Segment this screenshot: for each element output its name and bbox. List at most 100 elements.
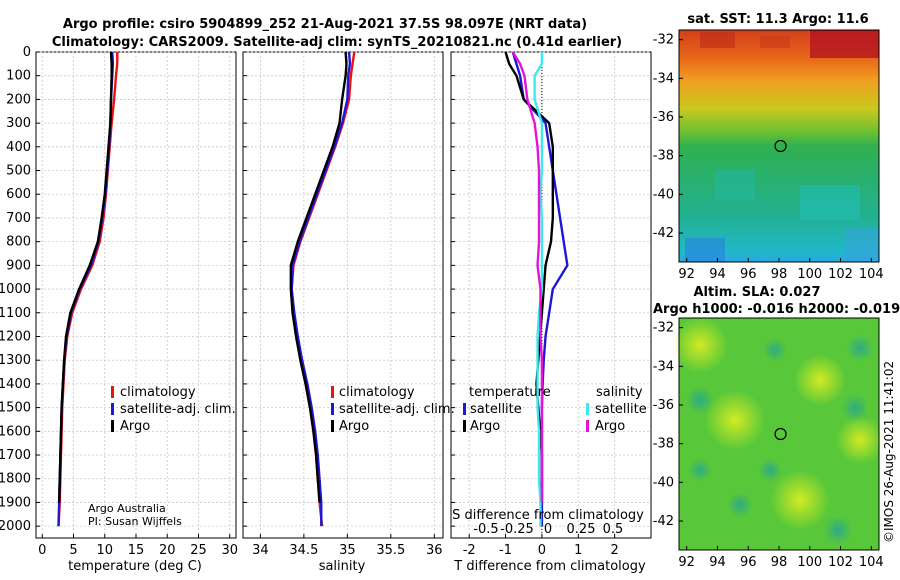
y-tick-label: 1600 — [0, 424, 31, 439]
sst-cool-patch — [685, 238, 725, 262]
sst-warm-patch — [760, 36, 790, 48]
sst-map-texture — [685, 30, 879, 262]
sla-low-blob — [841, 394, 869, 422]
map-x-tick-label: 102 — [828, 555, 853, 570]
x-tick-label: 0 — [38, 543, 46, 558]
difference-legend: temperature salinity satellite Argo sate… — [463, 385, 647, 434]
sst-map-axes: 92 94 96 98 100 102 104 -32 -34 -36 -38 -40 -42 — [653, 33, 884, 282]
temperature-legend: climatology satellite-adj. clim. Argo — [111, 385, 236, 434]
x-tick-label: 20 — [159, 543, 176, 558]
credit-org: Argo Australia — [88, 502, 166, 515]
sla-high-blob — [794, 354, 846, 406]
top-tick-label: -0.5 — [473, 522, 498, 537]
legend-marker-t-satellite — [463, 403, 466, 415]
x-tick-label: 34.5 — [289, 543, 318, 558]
x-tick-label: 25 — [190, 543, 207, 558]
salinity-panel: 34 34.5 35 35.5 36 salinity climatology sate… — [242, 51, 455, 574]
x-tick-label: -2 — [463, 543, 476, 558]
top-tick-label: 0 — [544, 522, 552, 537]
map-y-tick-label: -38 — [653, 437, 674, 452]
sla-high-blob — [836, 416, 884, 464]
y-tick-label: 1400 — [0, 377, 31, 392]
legend-label-argo: Argo — [120, 419, 150, 434]
y-tick-label: 1300 — [0, 353, 31, 368]
x-tick-label: 5 — [69, 543, 77, 558]
legend-marker-satellite — [111, 403, 114, 415]
float-position-marker — [774, 427, 787, 441]
y-tick-label: 1200 — [0, 329, 31, 344]
sla-map-title: Altim. SLA: 0.027 — [694, 285, 821, 300]
map-y-tick-label: -36 — [653, 398, 674, 413]
difference-xlabel: T difference from climatology — [453, 559, 646, 574]
map-y-tick-label: -40 — [653, 187, 674, 202]
sla-low-blob — [846, 334, 874, 362]
sla-map-subtitle: Argo h1000: -0.016 h2000: -0.019 — [653, 302, 900, 317]
sst-map-title: sat. SST: 11.3 Argo: 11.6 — [687, 12, 868, 27]
top-tick-label: 0.5 — [603, 522, 624, 537]
legend-title-temperature: temperature — [469, 385, 551, 400]
y-tick-label: 500 — [6, 164, 31, 179]
series-line-satellite-adj-clim- — [290, 51, 352, 527]
sla-low-blob — [763, 338, 787, 362]
legend-label-satellite: satellite-adj. clim. — [339, 402, 455, 417]
map-x-tick-label: 100 — [797, 267, 822, 282]
series-line-t-argo — [504, 51, 555, 503]
y-tick-label: 100 — [6, 69, 31, 84]
map-x-tick-label: 92 — [678, 267, 695, 282]
imos-watermark: ©IMOS 26-Aug-2021 11:41:02 — [882, 361, 896, 543]
legend-label-t-satellite: satellite — [470, 402, 522, 417]
sst-warm-patch — [700, 32, 735, 48]
map-x-tick-label: 94 — [709, 267, 726, 282]
legend-label-argo: Argo — [339, 419, 369, 434]
difference-panel: -2 -1 0 1 2 T difference from climatology S … — [450, 51, 652, 574]
map-x-tick-label: 104 — [859, 555, 884, 570]
sla-map-axes: 92 94 96 98 100 102 104 -32 -34 -36 -38 -40 -42 — [653, 321, 884, 570]
legend-marker-argo — [111, 420, 114, 432]
sla-low-blob — [758, 458, 782, 482]
series-line-argo — [289, 51, 348, 503]
legend-marker-climatology — [331, 386, 334, 398]
y-tick-label: 300 — [6, 116, 31, 131]
x-tick-label: 10 — [96, 543, 113, 558]
legend-label-s-satellite: satellite — [595, 402, 647, 417]
sla-low-blob — [727, 492, 753, 518]
map-x-tick-label: 98 — [771, 555, 788, 570]
y-tick-label: 1500 — [0, 401, 31, 416]
map-y-tick-label: -36 — [653, 110, 674, 125]
sla-high-blob — [672, 317, 728, 373]
map-x-tick-label: 92 — [678, 555, 695, 570]
sla-low-blob — [823, 515, 853, 545]
difference-xlabel-top: S difference from climatology — [452, 508, 644, 523]
sla-high-blob — [705, 390, 765, 450]
map-y-tick-label: -42 — [653, 514, 674, 529]
map-y-tick-label: -34 — [653, 71, 674, 86]
x-tick-label: 1 — [574, 543, 582, 558]
x-tick-label: 35 — [339, 543, 356, 558]
x-tick-label: 35.5 — [376, 543, 405, 558]
top-tick-label: 0.25 — [567, 522, 596, 537]
sla-map-panel: Altim. SLA: 0.027 Argo h1000: -0.016 h20… — [653, 285, 900, 570]
difference-top-ticks: -0.5 -0.25 0 0.25 0.5 — [473, 522, 623, 537]
series-line-s-argo — [511, 51, 544, 503]
y-tick-label: 800 — [6, 235, 31, 250]
x-tick-label: 2 — [610, 543, 618, 558]
salinity-legend: climatology satellite-adj. clim. Argo — [331, 385, 455, 434]
y-tick-label: 1100 — [0, 306, 31, 321]
map-x-tick-label: 98 — [771, 267, 788, 282]
sst-cool-patch — [845, 228, 879, 262]
map-x-tick-label: 104 — [859, 267, 884, 282]
map-y-tick-label: -38 — [653, 149, 674, 164]
sla-low-blob — [686, 386, 714, 414]
figure-title-line2: Climatology: CARS2009. Satellite-adj cli… — [52, 35, 622, 50]
temperature-panel: 0100200300400500600700800900100011001200… — [0, 45, 238, 574]
y-tick-label: 2000 — [0, 519, 31, 534]
legend-label-climatology: climatology — [120, 385, 196, 400]
map-x-tick-label: 100 — [797, 555, 822, 570]
map-y-tick-label: -40 — [653, 475, 674, 490]
map-y-tick-label: -42 — [653, 226, 674, 241]
temperature-xlabel: temperature (deg C) — [68, 559, 202, 574]
map-x-tick-label: 96 — [740, 267, 757, 282]
figure-title-line1: Argo profile: csiro 5904899_252 21-Aug-2… — [63, 17, 587, 32]
sst-warm-patch — [810, 30, 879, 58]
